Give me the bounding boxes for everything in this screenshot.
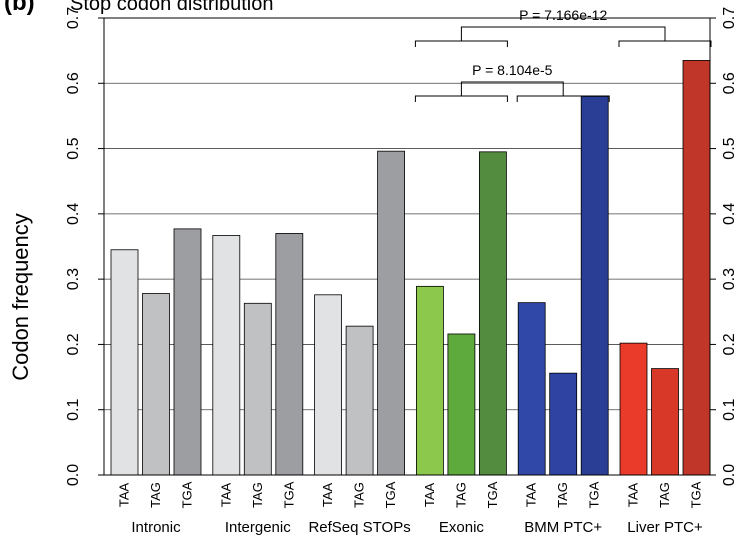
codon-tick-label: TAA <box>218 483 233 508</box>
bracket <box>414 95 508 102</box>
group-label: Exonic <box>439 519 485 536</box>
codon-tick-label: TAA <box>422 483 437 508</box>
gridlines <box>104 82 710 411</box>
bar <box>173 228 202 476</box>
bar <box>580 95 609 476</box>
y-tick-label-left: 0.6 <box>65 72 82 94</box>
group-label: Intronic <box>131 519 181 536</box>
bar <box>682 60 711 476</box>
group-label: RefSeq STOPs <box>308 519 410 536</box>
p-value-annotations: P = 7.166e-12 P = 8.104e-5 <box>414 7 712 102</box>
y-tick-label-left: 0.1 <box>65 398 82 420</box>
bar <box>275 233 304 476</box>
bracket <box>618 40 712 47</box>
bar <box>478 151 507 476</box>
group-label: BMM PTC+ <box>524 519 602 536</box>
y-tick-label-right: 0.1 <box>721 398 737 420</box>
bar <box>377 150 406 476</box>
y-tick-label-left: 0.5 <box>65 137 82 159</box>
codon-tick-label: TAG <box>148 482 163 508</box>
bar <box>415 285 444 476</box>
chart-title: Stop codon distribution <box>70 0 273 15</box>
bar <box>314 294 343 476</box>
y-tick-label-left: 0.0 <box>65 464 82 486</box>
bracket-connector <box>460 81 564 96</box>
bar <box>549 372 578 476</box>
bar <box>447 333 476 476</box>
y-tick-label-right: 0.2 <box>721 333 737 355</box>
y-ticks: 0.0 0.0 0.1 0.1 0.2 0.2 0.3 0.3 0.4 0.4 0.5 0.5 0.6 0… <box>65 7 737 486</box>
group-label: Intergenic <box>225 519 291 536</box>
bars <box>110 60 711 476</box>
codon-tick-label: TGA <box>485 481 500 508</box>
bar <box>619 342 648 476</box>
panel-label: (b) <box>4 0 35 16</box>
codon-tick-label: TAG <box>453 482 468 508</box>
bar <box>651 368 679 476</box>
codon-tick-label: TGA <box>281 481 296 508</box>
y-tick-label-right: 0.5 <box>721 137 737 159</box>
codon-tick-label: TGA <box>383 481 398 508</box>
bar <box>517 302 546 476</box>
y-tick-label-right: 0.0 <box>721 464 737 486</box>
y-tick-label-right: 0.6 <box>721 72 737 94</box>
y-tick-label-right: 0.4 <box>721 203 737 225</box>
group-label: Liver PTC+ <box>627 519 703 536</box>
codon-tick-label: TAG <box>352 482 367 508</box>
x-labels: TAA TAG TGA Intronic TAA TAG TGA Intergenic TAA T… <box>117 481 704 536</box>
y-tick-label-left: 0.3 <box>65 268 82 290</box>
codon-tick-label: TGA <box>587 481 602 508</box>
bracket <box>414 40 508 47</box>
y-tick-label-right: 0.3 <box>721 268 737 290</box>
p-value-label: P = 8.104e-5 <box>472 62 553 78</box>
codon-tick-label: TAA <box>320 483 335 508</box>
bracket-connector <box>460 26 666 41</box>
codon-tick-label: TAA <box>117 483 132 508</box>
y-tick-label-left: 0.7 <box>65 7 82 29</box>
bar <box>110 249 139 476</box>
codon-tick-label: TAA <box>626 483 641 508</box>
codon-tick-label: TAA <box>524 483 539 508</box>
bar <box>243 302 272 476</box>
bar <box>142 293 170 476</box>
p-value-label: P = 7.166e-12 <box>519 7 607 23</box>
plot-frame <box>103 17 711 476</box>
codon-tick-label: TAG <box>555 482 570 508</box>
y-tick-label-left: 0.4 <box>65 203 82 225</box>
codon-tick-label: TAG <box>250 482 265 508</box>
y-tick-label-left: 0.2 <box>65 333 82 355</box>
codon-tick-label: TGA <box>180 481 195 508</box>
y-tick-label-right: 0.7 <box>721 7 737 29</box>
bar <box>345 325 374 476</box>
codon-tick-label: TAG <box>657 482 672 508</box>
bar <box>212 235 241 476</box>
y-axis-label: Codon frequency <box>8 213 33 381</box>
codon-tick-label: TGA <box>689 481 704 508</box>
